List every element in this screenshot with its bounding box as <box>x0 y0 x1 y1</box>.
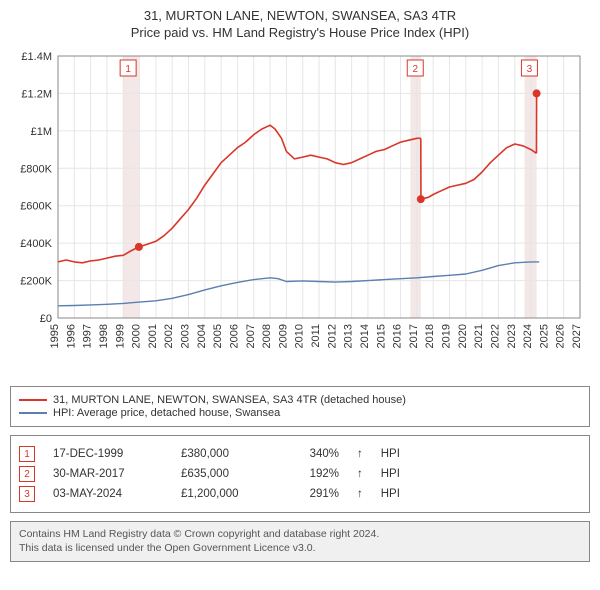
title-line1: 31, MURTON LANE, NEWTON, SWANSEA, SA3 4T… <box>10 8 590 23</box>
transaction-pct: 192% <box>289 468 339 480</box>
legend-label: 31, MURTON LANE, NEWTON, SWANSEA, SA3 4T… <box>53 394 406 406</box>
svg-text:£800K: £800K <box>20 163 52 175</box>
svg-text:2006: 2006 <box>228 324 240 348</box>
legend-row: 31, MURTON LANE, NEWTON, SWANSEA, SA3 4T… <box>19 394 581 406</box>
svg-text:2019: 2019 <box>441 324 453 348</box>
svg-text:1: 1 <box>125 64 131 75</box>
svg-text:1997: 1997 <box>82 324 94 348</box>
transaction-date: 03-MAY-2024 <box>53 488 163 500</box>
svg-text:2011: 2011 <box>310 324 322 348</box>
chart-svg: £0 £200K £400K £600K £800K £1M £1.2M £1.4M 1995 1… <box>10 48 590 378</box>
svg-text:£200K: £200K <box>20 276 52 288</box>
chart: £0 £200K £400K £600K £800K £1M £1.2M £1.4M 1995 1… <box>10 48 590 378</box>
footer-line1: Contains HM Land Registry data © Crown c… <box>19 528 581 542</box>
svg-text:2008: 2008 <box>261 324 273 348</box>
svg-text:2026: 2026 <box>555 324 567 348</box>
transaction-price: £1,200,000 <box>181 488 271 500</box>
svg-text:2012: 2012 <box>326 324 338 348</box>
svg-text:2027: 2027 <box>571 324 583 348</box>
svg-text:2002: 2002 <box>163 324 175 348</box>
svg-text:£1.4M: £1.4M <box>21 51 52 63</box>
footer: Contains HM Land Registry data © Crown c… <box>10 521 590 562</box>
svg-text:2009: 2009 <box>277 324 289 348</box>
svg-text:2018: 2018 <box>424 324 436 348</box>
svg-text:1999: 1999 <box>114 324 126 348</box>
transaction-hpi-label: HPI <box>381 468 400 480</box>
svg-text:2: 2 <box>412 64 418 75</box>
svg-text:£1M: £1M <box>31 126 52 138</box>
svg-text:2023: 2023 <box>506 324 518 348</box>
svg-text:£600K: £600K <box>20 201 52 213</box>
svg-text:2016: 2016 <box>392 324 404 348</box>
svg-text:1996: 1996 <box>65 324 77 348</box>
up-arrow-icon: ↑ <box>357 448 363 460</box>
up-arrow-icon: ↑ <box>357 468 363 480</box>
svg-text:2010: 2010 <box>294 324 306 348</box>
svg-text:2014: 2014 <box>359 324 371 348</box>
transaction-row: 3 03-MAY-2024 £1,200,000 291% ↑ HPI <box>19 486 581 502</box>
legend-swatch <box>19 399 47 401</box>
transaction-row: 2 30-MAR-2017 £635,000 192% ↑ HPI <box>19 466 581 482</box>
transaction-pct: 340% <box>289 448 339 460</box>
svg-text:£1.2M: £1.2M <box>21 88 52 100</box>
title-block: 31, MURTON LANE, NEWTON, SWANSEA, SA3 4T… <box>10 8 590 40</box>
svg-text:£400K: £400K <box>20 238 52 250</box>
svg-text:2024: 2024 <box>522 324 534 348</box>
footer-line2: This data is licensed under the Open Gov… <box>19 542 581 556</box>
svg-text:1995: 1995 <box>49 324 61 348</box>
transactions-table: 1 17-DEC-1999 £380,000 340% ↑ HPI 2 30-MAR-2017… <box>10 435 590 513</box>
svg-text:2020: 2020 <box>457 324 469 348</box>
svg-text:2007: 2007 <box>245 324 257 348</box>
transaction-marker: 3 <box>19 486 35 502</box>
transaction-price: £380,000 <box>181 448 271 460</box>
svg-text:2004: 2004 <box>196 324 208 348</box>
legend-swatch <box>19 412 47 414</box>
chart-container: 31, MURTON LANE, NEWTON, SWANSEA, SA3 4T… <box>0 0 600 572</box>
svg-text:2025: 2025 <box>538 324 550 348</box>
title-line2: Price paid vs. HM Land Registry's House … <box>10 25 590 40</box>
transaction-hpi-label: HPI <box>381 488 400 500</box>
legend: 31, MURTON LANE, NEWTON, SWANSEA, SA3 4T… <box>10 386 590 427</box>
up-arrow-icon: ↑ <box>357 488 363 500</box>
svg-text:2005: 2005 <box>212 324 224 348</box>
legend-row: HPI: Average price, detached house, Swan… <box>19 407 581 419</box>
transaction-date: 17-DEC-1999 <box>53 448 163 460</box>
svg-text:2021: 2021 <box>473 324 485 348</box>
transaction-marker: 2 <box>19 466 35 482</box>
svg-text:3: 3 <box>527 64 533 75</box>
transaction-hpi-label: HPI <box>381 448 400 460</box>
transaction-marker: 1 <box>19 446 35 462</box>
svg-text:2001: 2001 <box>147 324 159 348</box>
svg-text:1998: 1998 <box>98 324 110 348</box>
svg-text:2000: 2000 <box>131 324 143 348</box>
transaction-date: 30-MAR-2017 <box>53 468 163 480</box>
svg-text:2013: 2013 <box>343 324 355 348</box>
svg-text:2022: 2022 <box>489 324 501 348</box>
transaction-row: 1 17-DEC-1999 £380,000 340% ↑ HPI <box>19 446 581 462</box>
svg-text:2003: 2003 <box>180 324 192 348</box>
legend-label: HPI: Average price, detached house, Swan… <box>53 407 280 419</box>
transaction-pct: 291% <box>289 488 339 500</box>
svg-text:2015: 2015 <box>375 324 387 348</box>
svg-text:2017: 2017 <box>408 324 420 348</box>
svg-text:£0: £0 <box>40 313 52 325</box>
transaction-price: £635,000 <box>181 468 271 480</box>
